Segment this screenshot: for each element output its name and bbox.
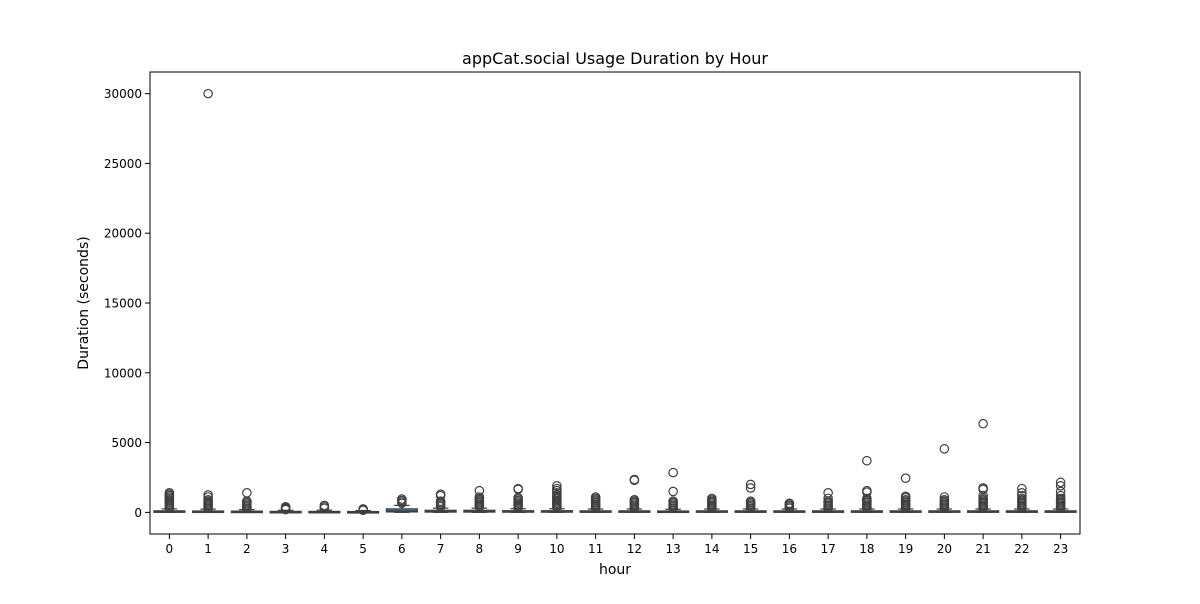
outlier-point	[203, 88, 213, 99]
x-tick-label: 12	[627, 542, 642, 556]
outlier-point	[629, 495, 640, 505]
outlier-point	[978, 490, 988, 501]
x-tick-label: 0	[166, 542, 174, 556]
outlier-point	[629, 474, 640, 485]
outlier-point	[784, 498, 795, 509]
outlier-point	[862, 455, 872, 466]
outlier-point	[939, 492, 950, 502]
outlier-point	[552, 483, 562, 494]
outlier-point	[978, 483, 988, 493]
chart-title: appCat.social Usage Duration by Hour	[462, 49, 768, 68]
outlier-point	[1055, 477, 1066, 488]
outlier-point	[280, 501, 291, 512]
y-tick-label: 25000	[104, 157, 142, 171]
x-tick-label: 18	[859, 542, 874, 556]
outlier-point	[900, 491, 911, 502]
outlier-point	[513, 483, 523, 494]
outlier-point	[203, 495, 213, 505]
y-tick-label: 30000	[104, 87, 142, 101]
x-tick-label: 22	[1014, 542, 1029, 556]
x-tick-label: 6	[398, 542, 406, 556]
outlier-point	[397, 494, 407, 504]
x-tick-label: 19	[898, 542, 913, 556]
outlier-point	[745, 496, 756, 506]
x-tick-label: 23	[1053, 542, 1068, 556]
outlier-point	[823, 488, 833, 498]
outlier-point	[1017, 483, 1027, 494]
outlier-point	[745, 479, 756, 490]
y-axis-label: Duration (seconds)	[76, 236, 92, 369]
outlier-point	[978, 493, 988, 504]
outlier-point	[474, 492, 485, 502]
x-tick-label: 7	[437, 542, 445, 556]
outlier-point	[668, 467, 678, 478]
outlier-point	[668, 496, 678, 506]
outlier-point	[203, 490, 213, 500]
outlier-point	[862, 493, 872, 504]
outlier-point	[978, 418, 988, 429]
outlier-point	[1055, 486, 1066, 497]
outlier-point	[668, 486, 678, 497]
outlier-point	[1017, 488, 1027, 498]
outlier-point	[745, 483, 756, 493]
x-axis-label: hour	[599, 562, 631, 578]
x-tick-label: 15	[743, 542, 758, 556]
y-tick-label: 0	[134, 506, 142, 520]
x-tick-label: 9	[514, 542, 522, 556]
outlier-point	[590, 492, 601, 502]
outlier-point	[939, 444, 950, 454]
outlier-point	[1017, 490, 1027, 501]
x-tick-label: 11	[588, 542, 603, 556]
x-tick-label: 21	[975, 542, 990, 556]
x-tick-label: 8	[476, 542, 484, 556]
outlier-point	[242, 488, 252, 498]
outlier-point	[1017, 493, 1027, 504]
x-tick-label: 20	[937, 542, 952, 556]
x-tick-label: 13	[665, 542, 680, 556]
outlier-point	[1055, 481, 1066, 491]
x-tick-label: 14	[704, 542, 719, 556]
x-tick-label: 4	[321, 542, 329, 556]
x-tick-label: 1	[204, 542, 212, 556]
outlier-point	[552, 481, 562, 491]
x-tick-label: 17	[820, 542, 835, 556]
x-tick-label: 5	[359, 542, 367, 556]
outlier-point	[319, 500, 330, 511]
y-tick-label: 20000	[104, 227, 142, 241]
outlier-point	[435, 489, 446, 500]
outlier-point	[358, 504, 368, 514]
x-tick-label: 10	[549, 542, 564, 556]
x-tick-label: 16	[782, 542, 797, 556]
x-tick-label: 3	[282, 542, 290, 556]
outlier-point	[862, 485, 872, 496]
outlier-point	[164, 488, 175, 498]
outlier-point	[1055, 490, 1066, 501]
outlier-point	[900, 473, 911, 483]
outlier-point	[474, 485, 485, 496]
y-tick-label: 5000	[111, 436, 142, 450]
plot-frame	[149, 71, 1081, 535]
outlier-point	[707, 493, 717, 504]
y-tick-label: 15000	[104, 297, 142, 311]
outlier-point	[1055, 493, 1066, 504]
outlier-point	[939, 495, 950, 505]
outlier-point	[435, 496, 446, 506]
x-tick-label: 2	[243, 542, 251, 556]
y-tick-label: 10000	[104, 366, 142, 380]
outlier-point	[823, 493, 833, 504]
